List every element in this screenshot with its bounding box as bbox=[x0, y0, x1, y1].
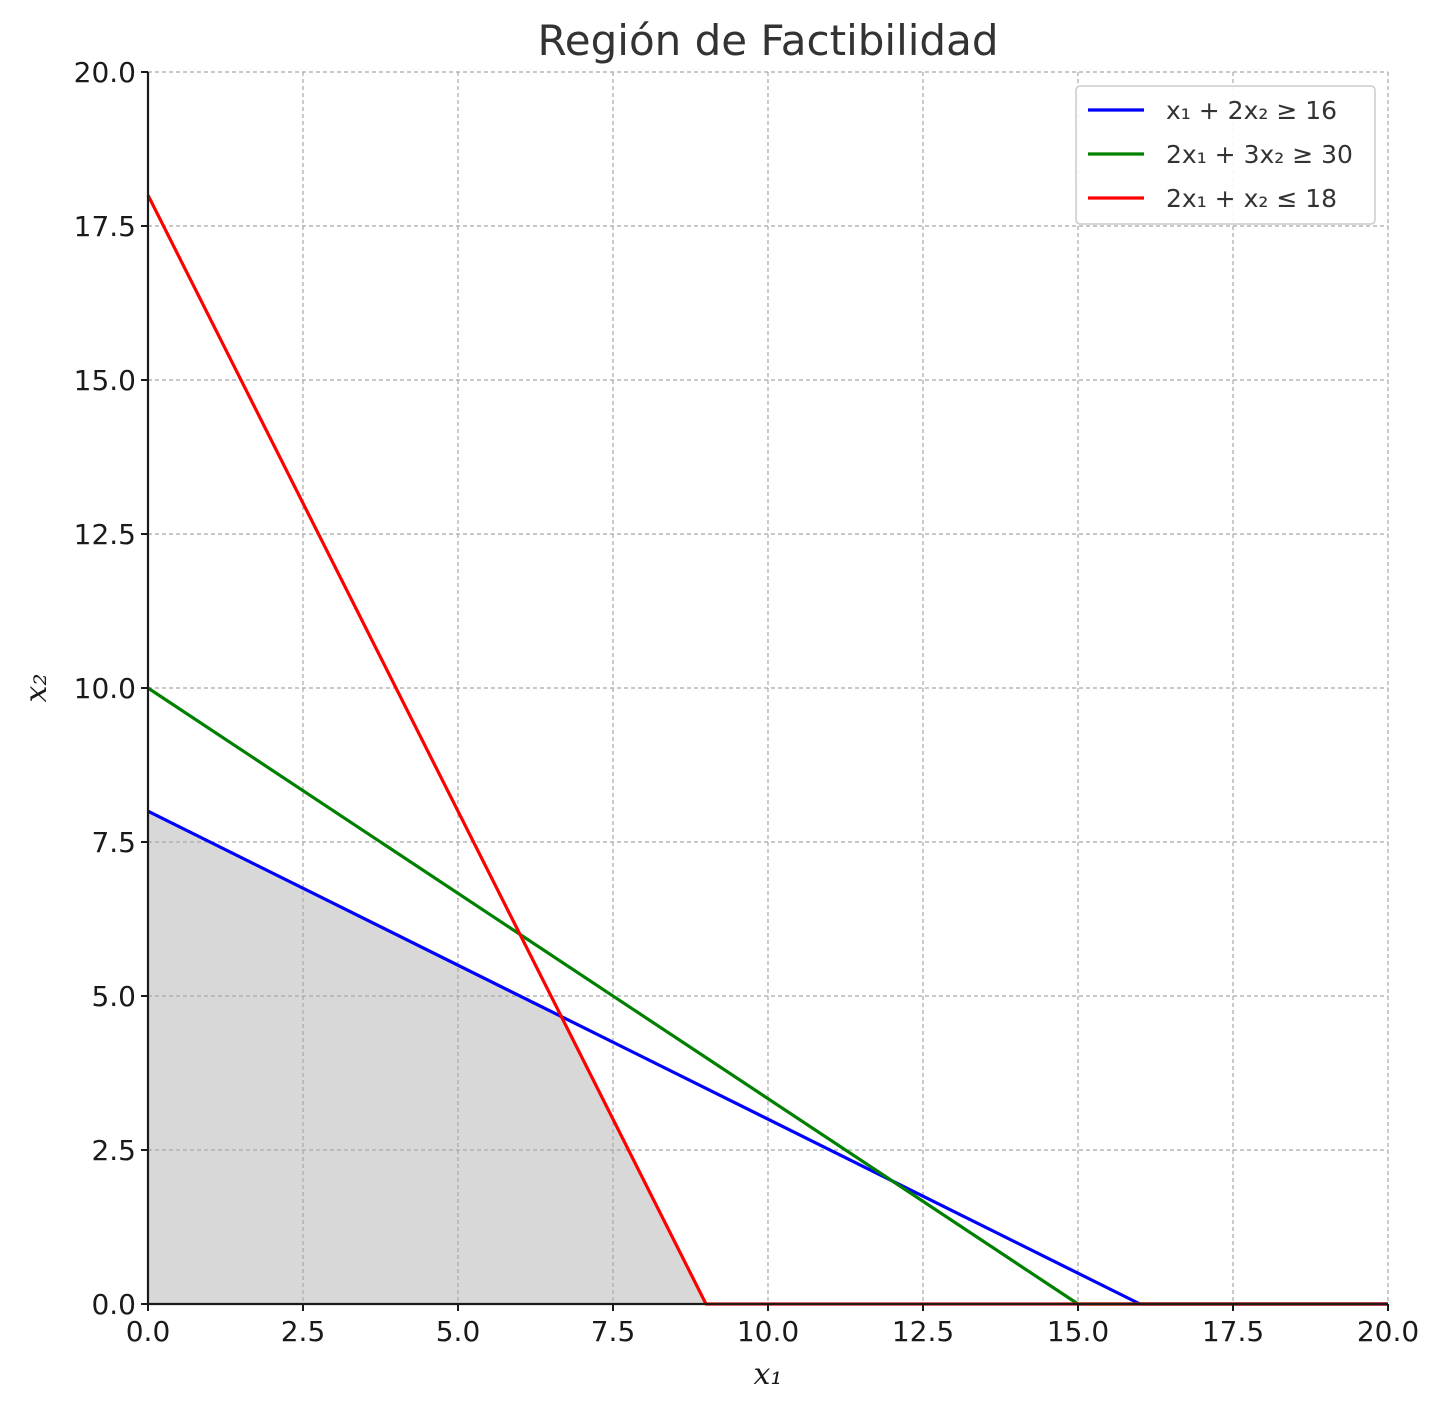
x-tick-label: 10.0 bbox=[737, 1315, 799, 1348]
feasible-region-layer bbox=[148, 811, 706, 1304]
y-tick-label: 0.0 bbox=[91, 1288, 136, 1321]
x-tick-label: 15.0 bbox=[1047, 1315, 1109, 1348]
y-tick-label: 10.0 bbox=[74, 672, 136, 705]
y-tick-label: 15.0 bbox=[74, 364, 136, 397]
x-tick-label: 0.0 bbox=[126, 1315, 171, 1348]
y-tick-label: 20.0 bbox=[74, 56, 136, 89]
legend-label-1: x₁ + 2x₂ ≥ 16 bbox=[1166, 96, 1337, 125]
feasible-region bbox=[148, 811, 706, 1304]
axes bbox=[141, 71, 1389, 1311]
legend-label-3: 2x₁ + x₂ ≤ 18 bbox=[1166, 184, 1337, 213]
x-tick-label: 17.5 bbox=[1202, 1315, 1264, 1348]
y-axis-label: x₂ bbox=[19, 674, 54, 703]
grid bbox=[147, 71, 1389, 1305]
x-tick-label: 20.0 bbox=[1357, 1315, 1419, 1348]
legend: x₁ + 2x₂ ≥ 16 2x₁ + 3x₂ ≥ 30 2x₁ + x₂ ≤ 18 bbox=[1075, 85, 1376, 225]
x-axis-label: x₁ bbox=[754, 1357, 783, 1392]
y-tick-label: 7.5 bbox=[91, 826, 136, 859]
legend-frame bbox=[1075, 85, 1376, 225]
y-tick-label: 5.0 bbox=[91, 980, 136, 1013]
y-tick-label: 12.5 bbox=[74, 518, 136, 551]
chart-title: Región de Factibilidad bbox=[538, 16, 999, 65]
x-tick-label: 12.5 bbox=[892, 1315, 954, 1348]
y-tick-label: 2.5 bbox=[91, 1134, 136, 1167]
x-tick-label: 7.5 bbox=[591, 1315, 636, 1348]
x-tick-label: 2.5 bbox=[281, 1315, 326, 1348]
x-tick-label: 5.0 bbox=[436, 1315, 481, 1348]
legend-label-2: 2x₁ + 3x₂ ≥ 30 bbox=[1166, 140, 1353, 169]
tick-labels: 0.0 2.5 5.0 7.5 10.0 12.5 15.0 17.5 20.0 0.0 2.5 5.… bbox=[74, 56, 1420, 1348]
y-tick-label: 17.5 bbox=[74, 210, 136, 243]
